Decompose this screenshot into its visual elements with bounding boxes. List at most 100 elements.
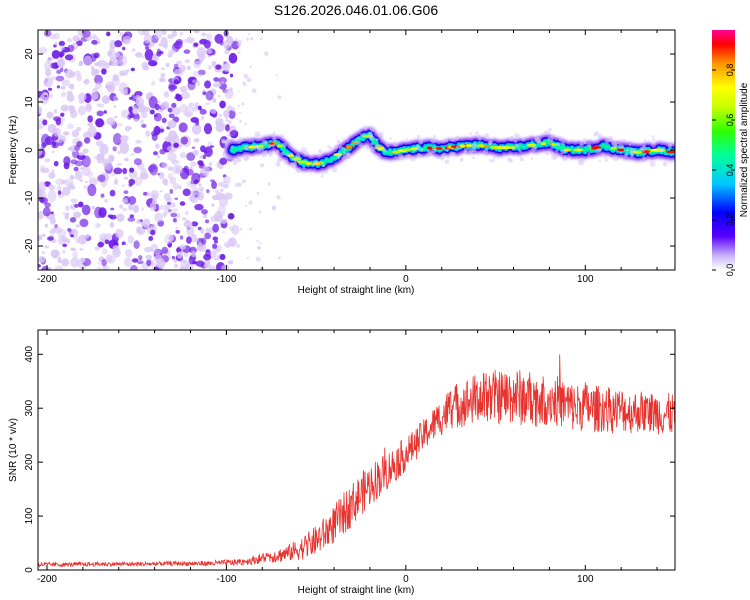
noise-blob — [38, 47, 48, 54]
noise-speckle — [258, 210, 262, 214]
ridge-fringe — [377, 131, 384, 138]
noise-blob — [53, 116, 62, 122]
noise-blob — [195, 120, 200, 126]
noise-blob — [61, 79, 71, 86]
ridge-hotspot — [435, 146, 443, 150]
ridge-fringe — [377, 157, 380, 160]
ridge-fringe — [515, 143, 520, 148]
ridge-fringe — [239, 137, 244, 142]
noise-blob — [59, 51, 65, 57]
noise-blob — [223, 175, 231, 185]
noise-blob — [94, 74, 103, 85]
noise-blob — [186, 236, 192, 244]
noise-blob — [121, 184, 125, 187]
ridge-hotspot — [632, 150, 642, 154]
noise-blob — [179, 235, 184, 240]
noise-blob — [75, 224, 80, 228]
ridge-fringe — [253, 148, 257, 151]
noise-speckle — [255, 256, 261, 262]
noise-blob — [219, 157, 228, 165]
ridge-fringe — [662, 161, 668, 167]
noise-blob — [107, 50, 113, 57]
noise-blob — [66, 93, 75, 102]
ridge-fringe — [375, 144, 381, 149]
noise-blob — [138, 255, 143, 261]
noise-blob — [173, 208, 178, 212]
noise-blob — [39, 92, 49, 105]
noise-blob — [165, 197, 173, 203]
noise-blob — [167, 34, 174, 40]
noise-blob — [109, 222, 115, 228]
noise-blob — [203, 253, 212, 261]
noise-blob — [62, 186, 71, 196]
snr-ticks: -200 -100 0 100 0 100 200 300 400 — [24, 330, 675, 585]
noise-blob — [151, 194, 157, 200]
noise-blob — [129, 214, 135, 219]
noise-blob — [83, 137, 91, 144]
ridge-fringe — [604, 139, 609, 144]
noise-blob — [90, 67, 95, 71]
noise-blob — [103, 233, 113, 240]
noise-blob — [96, 103, 100, 107]
noise-blob — [47, 87, 53, 91]
noise-blob — [182, 188, 191, 197]
ridge-fringe — [285, 153, 290, 157]
ridge-fringe — [596, 148, 602, 154]
noise-blob — [41, 265, 49, 270]
noise-blob — [175, 230, 180, 234]
noise-blob — [213, 77, 220, 82]
ridge-fringe — [368, 132, 373, 138]
noise-blob — [38, 256, 46, 264]
noise-blob — [44, 157, 51, 163]
ridge-fringe — [531, 139, 534, 142]
ridge-hotspot — [573, 148, 584, 152]
noise-blob — [182, 39, 188, 44]
noise-blob — [161, 162, 169, 169]
noise-blob — [41, 142, 47, 149]
noise-blob — [201, 116, 205, 120]
noise-blob — [103, 110, 108, 114]
noise-blob — [133, 118, 139, 123]
noise-blob — [212, 98, 217, 103]
noise-blob — [128, 203, 134, 211]
noise-blob — [70, 257, 80, 268]
snr-xtick-label: 100 — [577, 574, 594, 585]
ridge-fringe — [642, 156, 646, 160]
noise-blob — [53, 160, 59, 167]
noise-blob — [79, 248, 84, 251]
noise-blob — [77, 92, 87, 101]
noise-blob — [219, 100, 226, 109]
noise-blob — [154, 103, 160, 111]
noise-blob — [90, 91, 99, 101]
ridge-fringe — [410, 156, 416, 162]
noise-blob — [88, 177, 98, 186]
noise-blob — [174, 263, 179, 269]
noise-blob — [109, 189, 116, 197]
noise-blob — [40, 167, 50, 174]
noise-blob — [57, 57, 66, 68]
noise-blob — [200, 188, 204, 192]
ridge-fringe — [405, 137, 408, 140]
noise-blob — [63, 107, 67, 111]
noise-blob — [229, 73, 234, 78]
noise-blob — [58, 40, 66, 47]
noise-blob — [130, 67, 135, 72]
ridge-fringe — [456, 145, 460, 150]
noise-blob — [212, 236, 219, 241]
noise-blob — [195, 238, 200, 243]
noise-blob — [162, 30, 167, 36]
noise-blob — [70, 247, 76, 252]
noise-blob — [78, 105, 86, 116]
ridge-fringe — [617, 141, 620, 145]
ridge-hotspot — [483, 144, 489, 148]
noise-blob — [217, 204, 226, 217]
ridge-fringe — [334, 144, 339, 150]
noise-blob — [204, 232, 212, 240]
noise-blob — [221, 81, 225, 84]
noise-blob — [94, 206, 103, 219]
ridge-hotspot — [666, 150, 675, 154]
ridge-fringe — [321, 164, 325, 168]
noise-blob — [161, 246, 169, 255]
noise-blob — [140, 119, 144, 124]
noise-blob — [226, 36, 234, 45]
